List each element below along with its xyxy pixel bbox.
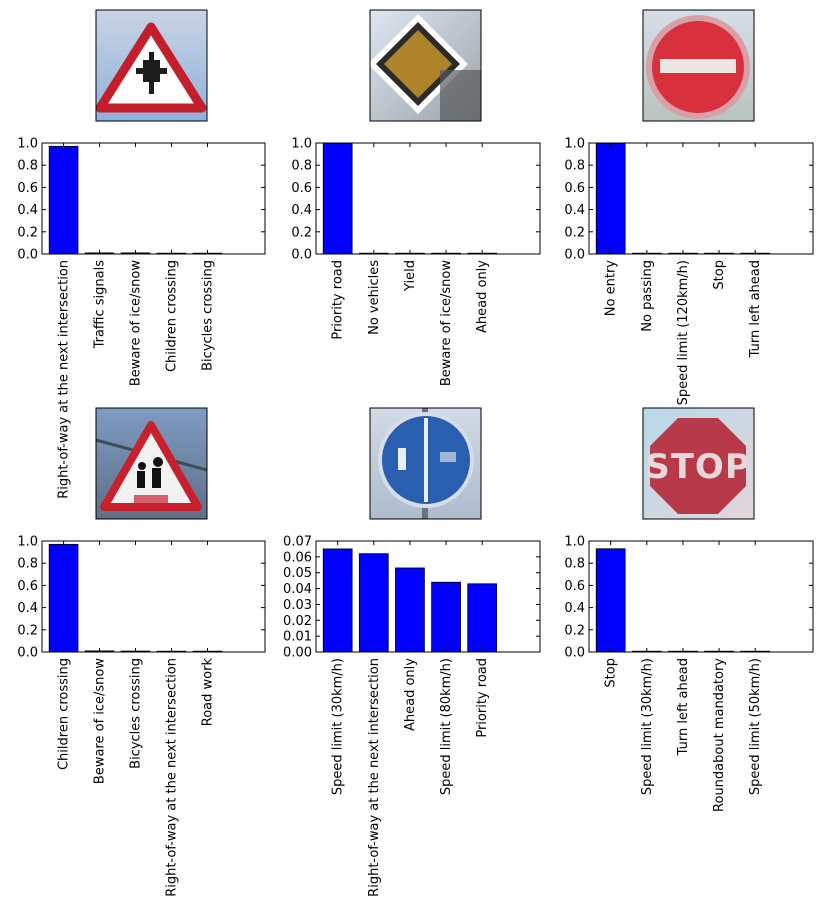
bar-chart-5: Speed limit (30km/h) Right-of-way at the …: [283, 535, 541, 897]
y-tick-label: 0.2: [564, 623, 585, 638]
y-tick-label: 0.2: [291, 225, 312, 240]
y-tick-label: 0.6: [17, 181, 38, 196]
bar-4-1: [48, 543, 79, 653]
y-tick-label: 0.02: [283, 614, 312, 629]
x-tick-label: Priority road: [475, 658, 490, 738]
bar-5-1: [322, 548, 353, 653]
axes-frame: [41, 540, 266, 653]
x-tick-label: Road work: [200, 658, 215, 727]
x-tick-label: Ahead only: [403, 658, 418, 731]
y-tick-label: 0.2: [17, 225, 38, 240]
x-tick-label: Children crossing: [164, 260, 179, 372]
sign-image-4: [95, 407, 208, 520]
y-tick-label: 0.0: [564, 248, 585, 263]
bar-2-1: [322, 142, 353, 255]
x-tick-label: No entry: [604, 260, 619, 316]
axes-frame: [588, 540, 814, 653]
bar-chart-2: Priority road No vehicles Yield Beware of i…: [291, 137, 541, 386]
y-tick-label: 0.0: [291, 248, 312, 263]
axes-frame: [588, 142, 814, 255]
bar-chart-1: Right-of-way at the next intersection Tra…: [17, 137, 266, 499]
y-tick-label: 1.0: [564, 535, 585, 550]
x-tick-label: Speed limit (30km/h): [640, 658, 655, 795]
axes-frame: [315, 540, 541, 653]
x-tick-label: Speed limit (30km/h): [331, 658, 346, 795]
x-tick-label: Bicycles crossing: [129, 658, 144, 769]
x-tick-label: Priority road: [331, 260, 346, 340]
x-tick-label: Stop: [712, 260, 727, 290]
bar-chart-3: No entry No passing Speed limit (120km/h) S…: [564, 137, 814, 405]
bar-chart-4: Children crossing Beware of ice/snow Bicyc…: [17, 535, 266, 897]
bar-6-1: [595, 548, 626, 653]
x-tick-label: Right-of-way at the next intersection: [164, 658, 179, 897]
x-tick-label: Speed limit (120km/h): [676, 260, 691, 405]
y-tick-label: 0.01: [283, 630, 312, 645]
sign-image-1: [95, 9, 208, 122]
y-tick-label: 1.0: [17, 535, 38, 550]
axes-frame: [41, 142, 266, 255]
bar-5-5: [467, 583, 498, 653]
sign-image-3: [642, 9, 755, 122]
y-tick-label: 1.0: [564, 137, 585, 152]
bar-5-2: [358, 553, 389, 653]
y-tick-label: 0.8: [17, 557, 38, 572]
y-tick-label: 0.8: [291, 159, 312, 174]
x-tick-label: No vehicles: [367, 260, 382, 335]
y-tick-label: 0.05: [283, 566, 312, 581]
x-tick-label: Turn left ahead: [676, 658, 691, 756]
y-tick-label: 0.06: [283, 550, 312, 565]
axes-frame: [315, 142, 541, 255]
y-tick-label: 0.07: [283, 535, 312, 550]
y-tick-label: 0.6: [564, 181, 585, 196]
y-tick-label: 0.8: [564, 159, 585, 174]
bar-3-1: [595, 142, 626, 255]
bar-chart-6: Stop Speed limit (30km/h) Turn left ahead R…: [564, 535, 814, 812]
x-tick-label: Children crossing: [57, 658, 72, 770]
y-tick-label: 0.8: [17, 159, 38, 174]
stop-sign-text: STOP: [645, 447, 751, 487]
sign-image-5: [369, 407, 482, 520]
x-tick-label: No passing: [640, 260, 655, 332]
bar-1-1: [48, 145, 79, 255]
x-tick-label: Beware of ice/snow: [93, 658, 108, 784]
y-tick-label: 0.6: [564, 579, 585, 594]
x-tick-label: Right-of-way at the next intersection: [367, 658, 382, 897]
x-tick-label: Ahead only: [475, 260, 490, 333]
y-tick-label: 1.0: [291, 137, 312, 152]
y-tick-label: 0.8: [564, 557, 585, 572]
y-tick-label: 0.04: [283, 582, 312, 597]
y-tick-label: 0.4: [17, 601, 38, 616]
y-tick-label: 0.4: [17, 203, 38, 218]
x-tick-label: Speed limit (50km/h): [748, 658, 763, 795]
y-tick-label: 0.4: [564, 601, 585, 616]
x-tick-label: Yield: [403, 260, 418, 292]
bar-5-3: [395, 567, 425, 653]
x-tick-label: Beware of ice/snow: [439, 260, 454, 386]
x-tick-label: Turn left ahead: [748, 260, 763, 358]
x-tick-label: Right-of-way at the next intersection: [57, 260, 72, 499]
y-tick-label: 1.0: [17, 137, 38, 152]
y-tick-label: 0.6: [17, 579, 38, 594]
x-tick-label: Roundabout mandatory: [712, 658, 727, 812]
x-tick-label: Traffic signals: [93, 260, 108, 350]
y-tick-label: 0.2: [17, 623, 38, 638]
y-tick-label: 0.0: [17, 646, 38, 661]
y-tick-label: 0.4: [291, 203, 312, 218]
sign-image-6: STOP: [642, 407, 755, 520]
sign-image-2: [368, 9, 482, 122]
y-tick-label: 0.6: [291, 181, 312, 196]
y-tick-label: 0.0: [17, 248, 38, 263]
x-tick-label: Stop: [604, 658, 619, 688]
x-tick-label: Speed limit (80km/h): [439, 658, 454, 795]
bar-5-4: [431, 581, 461, 653]
y-tick-label: 0.0: [564, 646, 585, 661]
y-tick-label: 0.2: [564, 225, 585, 240]
x-tick-label: Beware of ice/snow: [129, 260, 144, 386]
x-tick-label: Bicycles crossing: [200, 260, 215, 371]
y-tick-label: 0.03: [283, 598, 312, 613]
y-tick-label: 0.00: [283, 646, 312, 661]
y-tick-label: 0.4: [564, 203, 585, 218]
